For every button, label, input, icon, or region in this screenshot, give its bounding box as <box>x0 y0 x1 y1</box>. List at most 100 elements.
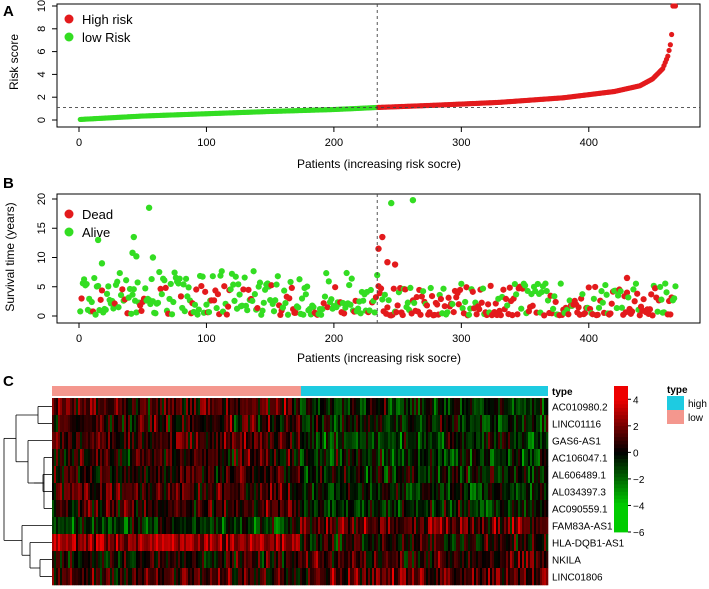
heatmap-cell <box>522 551 525 569</box>
heatmap-cell <box>138 568 141 586</box>
heatmap-cell <box>148 483 151 501</box>
heatmap-cell <box>374 500 377 518</box>
heatmap-cell <box>354 432 357 450</box>
heatmap-cell <box>236 551 239 569</box>
heatmap-cell <box>478 398 481 416</box>
heatmap-cell <box>326 551 329 569</box>
heatmap-cell <box>182 517 185 535</box>
heatmap-cell <box>412 534 415 552</box>
heatmap-cell <box>224 551 227 569</box>
heatmap-cell <box>58 466 61 484</box>
heatmap-cell <box>176 398 179 416</box>
heatmap-cell <box>252 500 255 518</box>
heatmap-cell <box>358 517 361 535</box>
heatmap-cell <box>492 568 495 586</box>
heatmap-cell <box>66 568 69 586</box>
heatmap-cell <box>162 449 165 467</box>
heatmap-cell <box>338 483 341 501</box>
heatmap-cell <box>254 415 257 433</box>
heatmap-cell <box>198 534 201 552</box>
heatmap-cell <box>176 534 179 552</box>
colorbar-step <box>614 473 628 478</box>
heatmap-cell <box>390 398 393 416</box>
heatmap-cell <box>518 517 521 535</box>
survival-point <box>504 302 511 309</box>
heatmap-cell <box>212 483 215 501</box>
heatmap-cell <box>518 551 521 569</box>
heatmap-cell <box>162 551 165 569</box>
heatmap-cell <box>214 415 217 433</box>
heatmap-cell <box>360 432 363 450</box>
heatmap-cell <box>466 398 469 416</box>
heatmap-cell <box>202 568 205 586</box>
heatmap-cell <box>472 500 475 518</box>
heatmap-cell <box>522 517 525 535</box>
heatmap-cell <box>532 398 535 416</box>
heatmap-cell <box>468 483 471 501</box>
heatmap-cell <box>298 415 301 433</box>
legend-high-risk-marker <box>64 14 74 24</box>
survival-point <box>613 304 620 312</box>
heatmap-cell <box>318 415 321 433</box>
survival-point <box>485 301 492 308</box>
heatmap-cell <box>280 568 283 586</box>
heatmap-cell <box>380 551 383 569</box>
heatmap-cell <box>382 551 385 569</box>
heatmap-cell <box>72 449 75 467</box>
heatmap-cell <box>290 500 293 518</box>
heatmap-cell <box>396 517 399 535</box>
heatmap-cell <box>184 534 187 552</box>
colorbar-step <box>614 513 628 518</box>
heatmap-cell <box>318 449 321 467</box>
heatmap-cell <box>308 432 311 450</box>
heatmap-cell <box>148 432 151 450</box>
heatmap-cell <box>466 568 469 586</box>
survival-point <box>194 311 201 318</box>
heatmap-cell <box>132 517 135 535</box>
heatmap-cell <box>444 517 447 535</box>
heatmap-cell <box>346 534 349 552</box>
heatmap-cell <box>248 500 251 518</box>
heatmap-cell <box>486 449 489 467</box>
heatmap-cell <box>230 398 233 416</box>
heatmap-cell <box>218 449 221 467</box>
survival-point <box>156 268 163 276</box>
heatmap-cell <box>384 551 387 569</box>
heatmap-cell <box>414 432 417 450</box>
heatmap-cell <box>516 517 519 535</box>
heatmap-cell <box>322 449 325 467</box>
heatmap-cell <box>138 500 141 518</box>
heatmap-cell <box>356 568 359 586</box>
heatmap-cell <box>112 517 115 535</box>
heatmap-cell <box>404 568 407 586</box>
heatmap-cell <box>388 432 391 450</box>
heatmap-cell <box>402 483 405 501</box>
heatmap-cell <box>462 500 465 518</box>
heatmap-cell <box>186 534 189 552</box>
survival-point <box>381 291 388 298</box>
heatmap-cell <box>480 517 483 535</box>
heatmap-cell <box>420 466 423 484</box>
heatmap-cell <box>206 466 209 484</box>
heatmap-cell <box>442 483 445 501</box>
heatmap-cell <box>166 466 169 484</box>
heatmap-cell <box>336 466 339 484</box>
colorbar-step <box>614 495 628 500</box>
survival-point <box>444 309 451 316</box>
heatmap-cell <box>236 534 239 552</box>
heatmap-cell <box>532 483 535 501</box>
heatmap-cell <box>190 551 193 569</box>
heatmap-cell <box>90 517 93 535</box>
heatmap-cell <box>172 483 175 501</box>
risk-point <box>665 53 671 59</box>
heatmap-cell <box>448 483 451 501</box>
heatmap-cell <box>140 517 143 535</box>
heatmap-cell <box>378 432 381 450</box>
heatmap-cell <box>230 415 233 433</box>
heatmap-cell <box>350 534 353 552</box>
heatmap-cell <box>532 551 535 569</box>
heatmap-cell <box>168 415 171 433</box>
heatmap-cell <box>416 449 419 467</box>
heatmap-cell <box>158 517 161 535</box>
heatmap-cell <box>180 517 183 535</box>
